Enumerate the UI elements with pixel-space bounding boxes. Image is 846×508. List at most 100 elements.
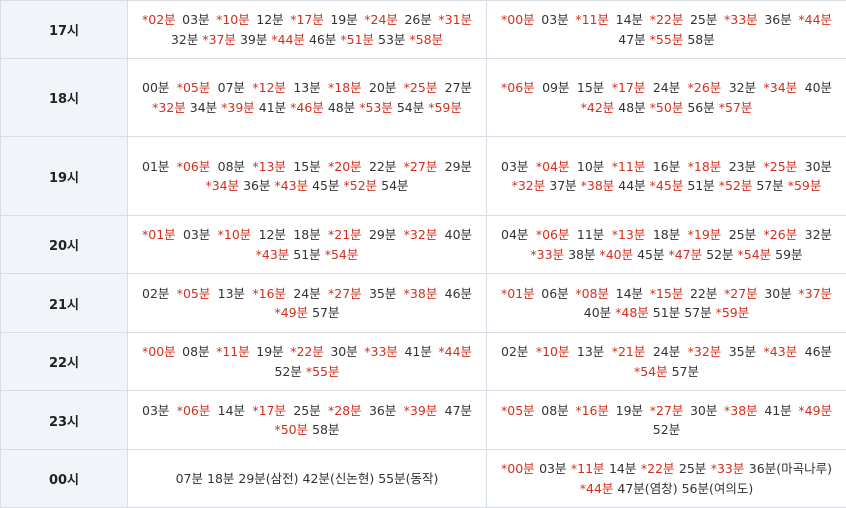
departure-minute: *10분 (536, 344, 570, 359)
departure-minute: 47분 (445, 403, 472, 418)
departure-minute: 10분 (577, 159, 604, 174)
departure-minute: *54분 (634, 364, 668, 379)
departure-minute: 25분 (679, 461, 706, 476)
departure-minute: *05분 (177, 80, 211, 95)
departure-minute: *53분 (359, 100, 393, 115)
departure-minute: 48분 (328, 100, 355, 115)
departure-minute: *59분 (788, 178, 822, 193)
hour-label: 18시 (1, 59, 128, 137)
hour-row: 19시 01분 *06분 08분 *13분 15분 *20분 22분 *27분 … (1, 137, 846, 216)
departure-minute: 15분 (293, 159, 320, 174)
departure-minute: 47분 (618, 32, 645, 47)
departure-minute: 29분(삼전) (238, 471, 298, 486)
departure-minute: 41분 (259, 100, 286, 115)
departure-minute: *16분 (252, 286, 286, 301)
hour-row: 17시 *02분 03분 *10분 12분 *17분 19분 *24분 26분 … (1, 1, 846, 59)
departure-minute: *04분 (536, 159, 570, 174)
departure-minute: *06분 (501, 80, 535, 95)
departure-minute: 59분 (775, 247, 802, 262)
departure-minute: *44분 (798, 12, 832, 27)
hour-label: 19시 (1, 137, 128, 216)
departure-minute: 36분(마곡나루) (749, 461, 832, 476)
departure-minute: *59분 (716, 305, 750, 320)
departure-minute: 26분 (404, 12, 431, 27)
departure-minute: *44분 (580, 481, 614, 496)
departure-minute: 55분(동작) (378, 471, 438, 486)
departure-minute: *10분 (218, 227, 252, 242)
departure-minute: 48분 (618, 100, 645, 115)
departure-minute: *18분 (688, 159, 722, 174)
times-direction-2: 03분 *04분 10분 *11분 16분 *18분 23분 *25분 30분 … (487, 137, 846, 216)
departure-minute: *26분 (764, 227, 798, 242)
departure-minute: 42분(신논현) (303, 471, 375, 486)
times-direction-1: 02분 *05분 13분 *16분 24분 *27분 35분 *38분 46분 … (128, 274, 487, 333)
departure-minute: 12분 (259, 227, 286, 242)
departure-minute: 19분 (256, 344, 283, 359)
departure-minute: 47분(염창) (617, 481, 677, 496)
departure-minute: 30분 (805, 159, 832, 174)
departure-minute: 16분 (653, 159, 680, 174)
departure-minute: *33분 (364, 344, 398, 359)
times-direction-1: *02분 03분 *10분 12분 *17분 19분 *24분 26분 *31분… (128, 1, 487, 59)
departure-minute: *17분 (252, 403, 286, 418)
departure-minute: 24분 (293, 286, 320, 301)
departure-minute: 00분 (142, 80, 169, 95)
departure-minute: 46분 (805, 344, 832, 359)
departure-minute: 11분 (577, 227, 604, 242)
departure-minute: *37분 (202, 32, 236, 47)
hour-label: 22시 (1, 333, 128, 391)
departure-minute: *24분 (364, 12, 398, 27)
departure-minute: *47분 (668, 247, 702, 262)
times-direction-2: *06분 09분 15분 *17분 24분 *26분 32분 *34분 40분 … (487, 59, 846, 137)
departure-minute: *00분 (501, 461, 535, 476)
departure-minute: *43분 (256, 247, 290, 262)
departure-minute: 40분 (584, 305, 611, 320)
departure-minute: 29분 (369, 227, 396, 242)
departure-minute: *34분 (205, 178, 239, 193)
departure-minute: *50분 (274, 422, 308, 437)
departure-minute: *01분 (501, 286, 535, 301)
departure-minute: 20분 (369, 80, 396, 95)
departure-minute: 45분 (312, 178, 339, 193)
departure-minute: *50분 (650, 100, 684, 115)
departure-minute: *15분 (650, 286, 684, 301)
departure-minute: 54분 (397, 100, 424, 115)
times-direction-1: 01분 *06분 08분 *13분 15분 *20분 22분 *27분 29분 … (128, 137, 487, 216)
departure-minute: 08분 (541, 403, 568, 418)
departure-minute: 02분 (501, 344, 528, 359)
departure-minute: *17분 (612, 80, 646, 95)
departure-minute: 36분 (369, 403, 396, 418)
hour-label: 20시 (1, 216, 128, 274)
departure-minute: *13분 (612, 227, 646, 242)
departure-minute: 01분 (142, 159, 169, 174)
departure-minute: 57분 (672, 364, 699, 379)
departure-minute: 30분 (690, 403, 717, 418)
departure-minute: *51분 (340, 32, 374, 47)
departure-minute: *16분 (575, 403, 609, 418)
departure-minute: *54분 (325, 247, 359, 262)
departure-minute: 14분 (616, 12, 643, 27)
departure-minute: *59분 (428, 100, 462, 115)
departure-minute: *39분 (221, 100, 255, 115)
departure-minute: *52분 (719, 178, 753, 193)
departure-minute: 18분 (293, 227, 320, 242)
departure-minute: 38분 (568, 247, 595, 262)
hour-row: 21시 02분 *05분 13분 *16분 24분 *27분 35분 *38분 … (1, 274, 846, 333)
departure-minute: 14분 (616, 286, 643, 301)
departure-minute: 30분 (330, 344, 357, 359)
departure-minute: 03분 (183, 227, 210, 242)
departure-minute: *38분 (581, 178, 615, 193)
departure-minute: 54분 (381, 178, 408, 193)
departure-minute: *32분 (688, 344, 722, 359)
departure-minute: 32분 (805, 227, 832, 242)
departure-minute: *20분 (328, 159, 362, 174)
departure-minute: 32분 (171, 32, 198, 47)
departure-minute: *00분 (501, 12, 535, 27)
departure-minute: 04분 (501, 227, 528, 242)
hour-label: 21시 (1, 274, 128, 333)
departure-minute: *06분 (536, 227, 570, 242)
departure-minute: *55분 (650, 32, 684, 47)
departure-minute: 14분 (609, 461, 636, 476)
departure-minute: *27분 (404, 159, 438, 174)
